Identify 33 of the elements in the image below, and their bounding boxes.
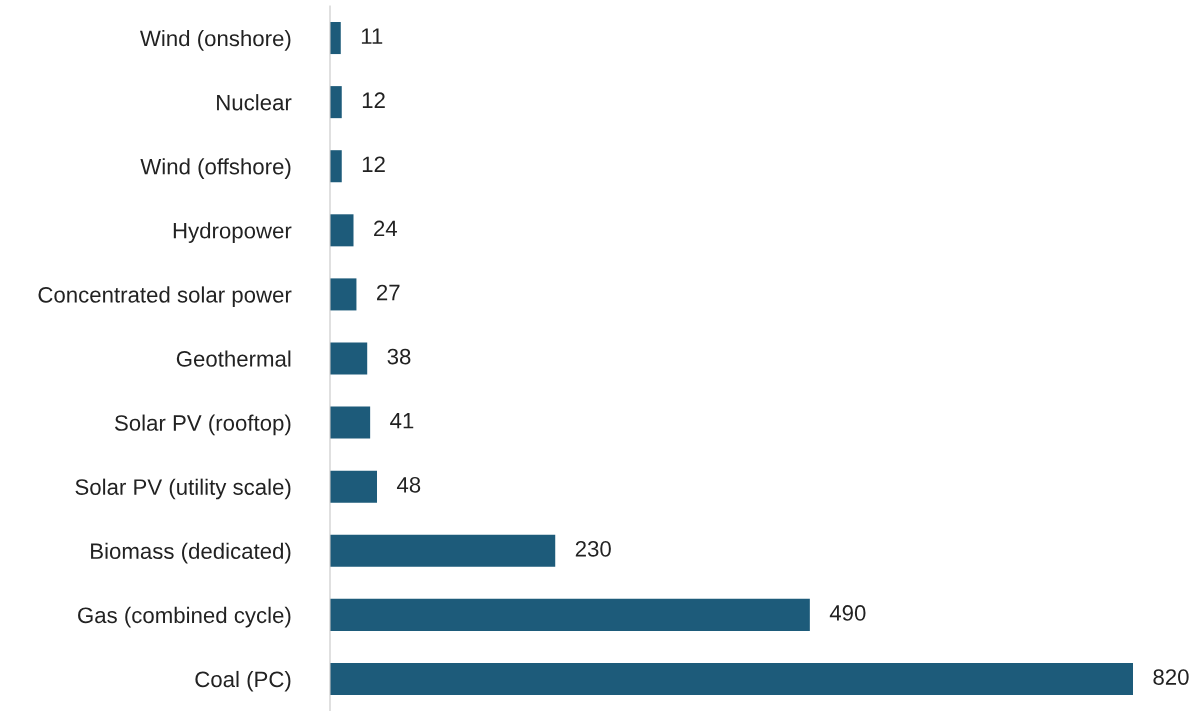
y-tick-label: Concentrated solar power <box>38 286 292 308</box>
bar <box>330 534 556 567</box>
y-tick-label: Geothermal <box>176 350 291 367</box>
y-tick-label: Hydropower <box>173 222 292 243</box>
data-label: 48 <box>396 476 421 493</box>
data-label: 38 <box>387 348 411 365</box>
y-tick-label: Wind (onshore) <box>140 29 291 51</box>
bar <box>330 662 1133 695</box>
bar <box>330 150 342 183</box>
y-tick-label: Wind (offshore) <box>140 158 291 179</box>
y-tick-label: Gas (combined cycle) <box>78 606 291 628</box>
data-label: 41 <box>390 413 414 429</box>
data-label: 820 <box>1153 669 1189 685</box>
bar <box>330 278 357 311</box>
y-tick-label: Biomass (dedicated) <box>91 542 291 564</box>
data-label: 12 <box>362 156 385 172</box>
y-tick-label: Nuclear <box>217 94 292 111</box>
y-tick-label: Solar PV (rooftop) <box>114 414 291 436</box>
data-label: 12 <box>362 92 385 108</box>
bar <box>330 406 371 439</box>
data-label: 11 <box>361 28 383 44</box>
bar <box>330 86 342 119</box>
bar <box>330 214 354 247</box>
data-label: 27 <box>377 284 400 301</box>
y-tick-label: Coal (PC) <box>195 670 291 692</box>
bar <box>330 598 810 631</box>
bar <box>330 22 341 55</box>
data-label: 490 <box>829 605 866 621</box>
data-label: 230 <box>575 541 611 557</box>
data-label: 24 <box>374 220 398 237</box>
bar <box>330 470 377 503</box>
bar <box>330 342 368 375</box>
y-tick-label: Solar PV (utility scale) <box>75 478 291 500</box>
